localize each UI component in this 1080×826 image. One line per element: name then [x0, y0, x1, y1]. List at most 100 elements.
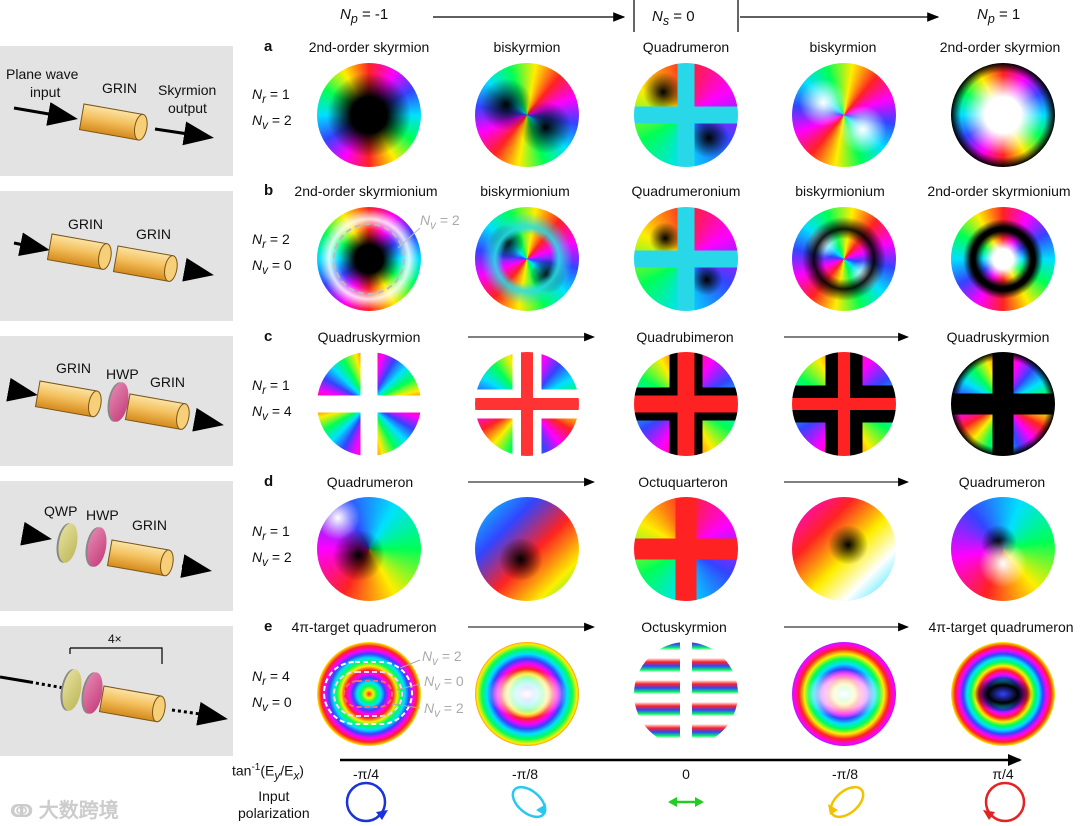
- setup-c-hwp: HWP: [106, 366, 139, 382]
- dashed-overlays: [323, 223, 421, 725]
- tick-5: π/4: [992, 766, 1014, 782]
- field-map-d-3: [634, 497, 738, 601]
- field-map-a-1: [317, 63, 421, 167]
- field-map-d-5: [951, 497, 1055, 601]
- row-letter-c: c: [264, 328, 273, 345]
- row-letter-e: e: [264, 618, 273, 635]
- watermark-logo-icon: ↂ: [10, 801, 34, 821]
- field-map-a-4: [792, 63, 896, 167]
- pol-icon-circular-right: [983, 781, 1026, 823]
- field-map-c-1: [317, 352, 421, 456]
- nrnv-c: Nr = 1 Nv = 4: [252, 377, 292, 423]
- label-c-3: Quadrubimeron: [636, 329, 734, 345]
- row-e-inset-label-1: Nv = 2: [422, 648, 462, 668]
- field-map-e-2: [475, 642, 579, 746]
- label-c-1: Quadruskyrmion: [317, 329, 421, 345]
- tick-1: -π/4: [353, 766, 379, 782]
- field-map-d-2: [475, 497, 579, 601]
- np-left-label: Np = -1: [340, 6, 389, 26]
- field-map-a-3: [634, 63, 738, 167]
- field-map-c-2: [475, 352, 579, 456]
- axis-label: tan-1(Ey/Ex): [232, 762, 304, 783]
- field-map-e-1: [317, 642, 421, 746]
- field-map-e-4: [792, 642, 896, 746]
- label-d-5: Quadrumeron: [958, 474, 1046, 490]
- polarization-axis: [340, 754, 1022, 766]
- input-polarization-label: Input polarization: [238, 788, 310, 821]
- label-e-5: 4π-target quadrumeron: [928, 619, 1074, 635]
- setup-a-drawing: [13, 102, 214, 146]
- watermark: ↂ 大数跨境: [10, 800, 119, 822]
- header-arrows: [433, 0, 940, 32]
- row-letter-d: d: [264, 473, 274, 490]
- label-d-1: Quadrumeron: [326, 474, 414, 490]
- label-a-5: 2nd-order skyrmion: [939, 39, 1061, 55]
- field-map-c-3: [634, 352, 738, 456]
- field-map-e-3: [634, 642, 738, 746]
- label-e-1: 4π-target quadrumeron: [291, 619, 437, 635]
- row-arrows: [468, 332, 910, 632]
- setup-d-qwp: QWP: [44, 503, 78, 519]
- label-a-4: biskyrmion: [809, 39, 877, 55]
- label-e-3: Octuskyrmion: [641, 619, 727, 635]
- setup-c-grin-2: GRIN: [150, 374, 185, 390]
- tick-4: -π/8: [832, 766, 858, 782]
- setup-a-skyrmion: Skyrmion: [158, 82, 217, 98]
- nrnv-d: Nr = 1 Nv = 2: [252, 523, 292, 569]
- setup-a-plane-wave: Plane wave: [6, 66, 79, 82]
- pol-icon-elliptical-left: [511, 785, 547, 819]
- setup-e-drawing: [0, 647, 228, 726]
- row-b-inset-label: Nv = 2: [420, 212, 460, 232]
- setup-a-input: input: [30, 84, 61, 100]
- field-map-b-4: [792, 207, 896, 311]
- setup-c-drawing: [6, 377, 224, 432]
- field-map-b-5: [951, 207, 1055, 311]
- label-b-2: biskyrmionium: [480, 183, 570, 199]
- field-map-c-4: [792, 352, 896, 456]
- field-map-d-1: [317, 497, 421, 601]
- label-b-3: Quadrumeronium: [631, 183, 741, 199]
- nrnv-b: Nr = 2 Nv = 0: [252, 231, 292, 277]
- pol-icon-elliptical-right: [828, 785, 865, 819]
- setup-b-drawing: [13, 232, 214, 282]
- label-b-5: 2nd-order skyrmionium: [927, 183, 1071, 199]
- setup-drawings: [0, 102, 228, 726]
- setup-d-hwp: HWP: [86, 507, 119, 523]
- setup-c-grin-1: GRIN: [56, 360, 91, 376]
- field-map-d-4: [792, 497, 896, 601]
- row-e-inset-label-2: Nv = 0: [424, 673, 464, 693]
- field-map-c-5: [951, 352, 1055, 456]
- setup-a-output: output: [168, 100, 207, 116]
- polarization-icons: [345, 781, 1026, 823]
- row-e-dashed-mid: [333, 671, 403, 717]
- tick-2: -π/8: [512, 766, 538, 782]
- setup-a-grin: GRIN: [102, 80, 137, 96]
- nrnv-a: Nr = 1 Nv = 2: [252, 86, 292, 132]
- label-b-1: 2nd-order skyrmionium: [294, 183, 438, 199]
- label-d-3: Octuquarteron: [638, 474, 728, 490]
- label-a-1: 2nd-order skyrmion: [308, 39, 430, 55]
- row-letter-a: a: [264, 38, 273, 55]
- setup-b-grin-2: GRIN: [136, 226, 171, 242]
- row-e-inset-label-3: Nv = 2: [424, 700, 464, 720]
- setup-e-repeat: 4×: [108, 632, 122, 646]
- field-map-e-5: [951, 642, 1055, 746]
- field-map-b-3: [634, 207, 738, 311]
- label-c-5: Quadruskyrmion: [946, 329, 1050, 345]
- setup-b-grin-1: GRIN: [68, 216, 103, 232]
- np-right-label: Np = 1: [977, 6, 1021, 26]
- row-e-dashed-outer: [323, 661, 413, 725]
- ns-label: Ns = 0: [652, 8, 695, 28]
- pol-icon-circular-left: [345, 781, 388, 823]
- field-map-a-5: [951, 63, 1055, 167]
- label-b-4: biskyrmionium: [795, 183, 885, 199]
- setup-d-drawing: [20, 521, 212, 578]
- field-map-a-2: [475, 63, 579, 167]
- row-b-dashed-ring: [333, 223, 405, 295]
- nrnv-e: Nr = 4 Nv = 0: [252, 668, 292, 714]
- label-a-3: Quadrumeron: [642, 39, 730, 55]
- setup-d-grin: GRIN: [132, 517, 167, 533]
- row-letter-b: b: [264, 182, 274, 199]
- field-map-b-2: [475, 207, 579, 311]
- label-a-2: biskyrmion: [493, 39, 561, 55]
